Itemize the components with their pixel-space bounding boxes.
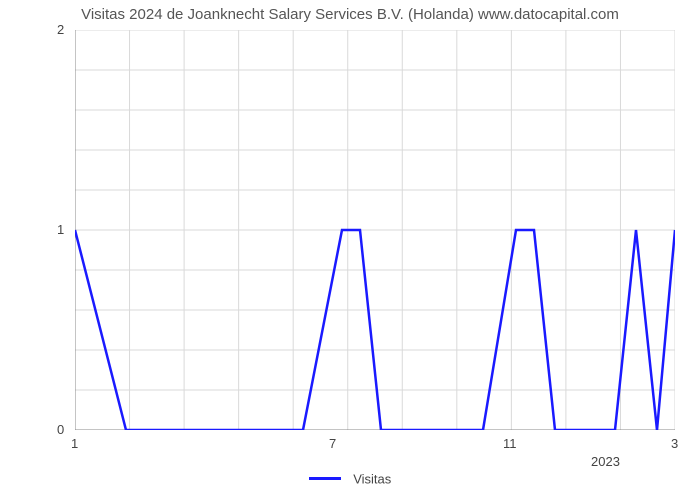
legend-label: Visitas [353,471,391,486]
y-tick-label: 1 [57,222,64,237]
x-tick-label: 7 [329,436,336,451]
x-tick-label: 11 [503,436,517,451]
y-tick-label: 2 [57,22,64,37]
x-tick-label: 1 [71,436,78,451]
line-chart: Visitas 2024 de Joanknecht Salary Servic… [0,0,700,500]
chart-title: Visitas 2024 de Joanknecht Salary Servic… [0,6,700,23]
y-tick-label: 0 [57,422,64,437]
plot-area [75,30,675,430]
x-axis-year-label: 2023 [591,454,620,469]
legend-swatch [309,477,341,480]
x-tick-label: 3 [671,436,678,451]
chart-svg [75,30,675,430]
chart-legend: Visitas [0,470,700,488]
